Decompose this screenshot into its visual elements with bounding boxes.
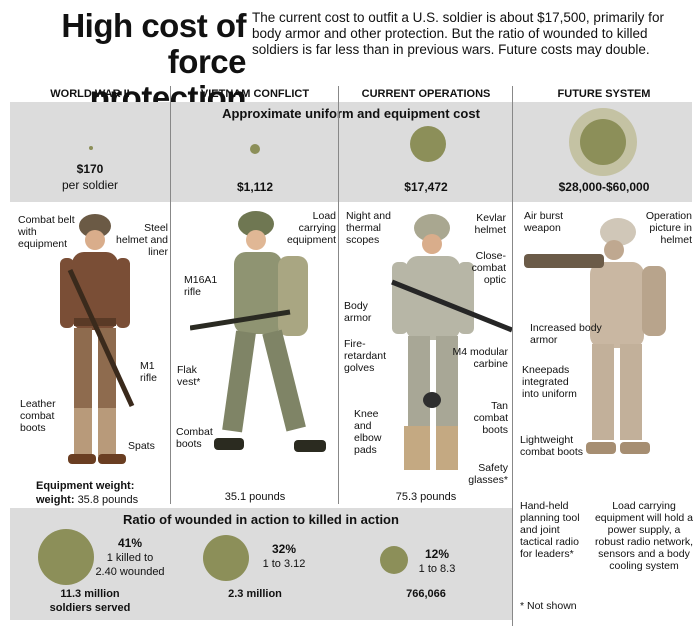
- weight-ww2-value: 35.8 pounds: [77, 494, 139, 506]
- ratio-pct-current: 12%: [424, 547, 450, 561]
- cost-circle-ww2: [89, 146, 93, 150]
- label-kneepads: Kneepads integrated into uniform: [522, 364, 577, 400]
- column-header-vietnam: VIETNAM CONFLICT: [200, 88, 310, 100]
- served-ww2: 11.3 million: [60, 588, 120, 600]
- label-vietnam-boots: Combat boots: [176, 426, 213, 450]
- label-increased-armor: Increased body armor: [530, 322, 602, 346]
- ratio-pct-vietnam: 32%: [271, 542, 297, 556]
- soldier-ww2-illustration: [60, 214, 135, 464]
- ratio-section-title: Ratio of wounded in action to killed in …: [123, 512, 399, 527]
- label-load-carrying: Load carrying equipment: [286, 210, 336, 246]
- ratio-pct-ww2: 41%: [117, 536, 143, 550]
- column-divider: [338, 86, 339, 504]
- note-handheld-tool: Hand-held planning tool and joint tactic…: [520, 500, 580, 560]
- label-flak-vest: Flak vest*: [177, 364, 201, 388]
- label-night-scopes: Night and thermal scopes: [346, 210, 391, 246]
- label-m1-rifle: M1 rifle: [140, 360, 157, 384]
- label-tan-boots: Tan combat boots: [473, 400, 508, 436]
- served-vietnam: 2.3 million: [228, 588, 282, 600]
- cost-value-vietnam: $1,112: [236, 180, 274, 194]
- label-kevlar-helmet: Kevlar helmet: [474, 212, 506, 236]
- label-m16a1: M16A1 rifle: [184, 274, 218, 298]
- cost-value-future: $28,000-$60,000: [558, 180, 650, 194]
- served-current: 766,066: [406, 588, 446, 600]
- label-spats: Spats: [128, 440, 155, 452]
- label-lightweight-boots: Lightweight combat boots: [520, 434, 584, 458]
- intro-text: The current cost to outfit a U.S. soldie…: [252, 10, 664, 57]
- column-divider: [170, 86, 171, 504]
- column-header-ww2: WORLD WAR II: [50, 88, 130, 100]
- soldier-vietnam-illustration: [190, 211, 326, 452]
- label-operation-picture: Operation picture in helmet: [645, 210, 692, 246]
- weight-label: Equipment weight:: [36, 480, 135, 492]
- label-close-combat-optic: Close-combat optic: [471, 250, 506, 286]
- label-knee-pads: Knee and elbow pads: [354, 408, 382, 456]
- ratio-line1-current: 1 to 8.3: [418, 563, 456, 575]
- ratio-circle-current: [380, 546, 408, 574]
- label-leather-boots: Leather combat boots: [20, 398, 56, 434]
- label-body-armor: Body armor: [344, 300, 372, 324]
- note-not-shown: * Not shown: [520, 600, 577, 612]
- ratio-circle-vietnam: [203, 535, 249, 581]
- cost-circle-current: [410, 126, 446, 162]
- soldier-current-illustration: [391, 214, 512, 470]
- label-m4-carbine: M4 modular carbine: [452, 346, 508, 370]
- label-fire-retardant-gloves: Fire-retardant golves: [344, 338, 387, 374]
- cost-sub-ww2: per soldier: [61, 178, 119, 192]
- served-ww2-label: soldiers served: [49, 602, 131, 614]
- note-load-carrying-future: Load carrying equipment will hold a powe…: [594, 500, 694, 572]
- label-combat-belt: Combat belt with equipment: [18, 214, 75, 250]
- ratio-band: [10, 508, 512, 620]
- cost-circle-vietnam: [250, 144, 260, 154]
- weight-vietnam: 35.1 pounds: [224, 491, 286, 503]
- column-header-future: FUTURE SYSTEM: [557, 88, 651, 100]
- cost-value-current: $17,472: [404, 180, 448, 194]
- cost-circle-future: [580, 119, 626, 165]
- column-divider: [512, 86, 513, 626]
- cost-value-ww2: $170: [76, 162, 104, 176]
- ratio-line1-ww2: 1 killed to: [106, 552, 154, 564]
- column-header-current: CURRENT OPERATIONS: [361, 88, 491, 100]
- weight-ww2: weight: 35.8 pounds: [36, 494, 139, 506]
- soldier-future-illustration: [524, 218, 666, 454]
- ratio-circle-ww2: [38, 529, 94, 585]
- label-steel-helmet: Steel helmet and liner: [116, 222, 168, 258]
- label-safety-glasses: Safety glasses*: [468, 462, 508, 486]
- label-air-burst-weapon: Air burst weapon: [524, 210, 564, 234]
- ratio-line2-ww2: 2.40 wounded: [95, 566, 165, 578]
- weight-current: 75.3 pounds: [395, 491, 457, 503]
- ratio-line1-vietnam: 1 to 3.12: [262, 558, 306, 570]
- cost-section-title: Approximate uniform and equipment cost: [222, 106, 480, 121]
